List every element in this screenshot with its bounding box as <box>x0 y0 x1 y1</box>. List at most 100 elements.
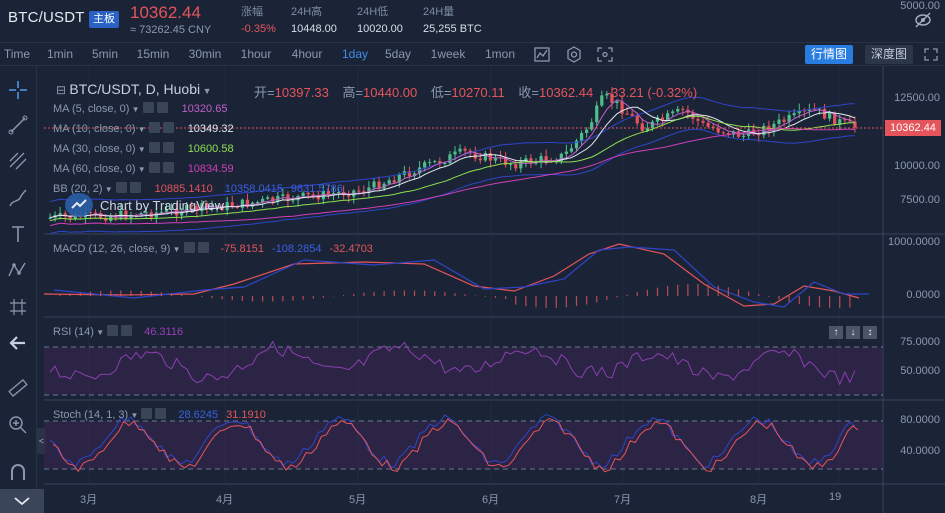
settings-icon[interactable] <box>564 45 584 64</box>
chevron-down-icon[interactable]: ▼ <box>128 411 139 420</box>
zoom-in-icon[interactable] <box>6 413 30 437</box>
rsi-band <box>44 347 883 395</box>
candle-body <box>519 161 523 169</box>
chevron-down-icon[interactable]: ▼ <box>129 105 140 114</box>
chevron-down-icon[interactable]: ▼ <box>102 185 113 194</box>
indicator-value: 10349.32 <box>187 123 234 135</box>
interval-5day[interactable]: 5day <box>384 47 412 61</box>
price-chart[interactable] <box>44 66 945 513</box>
candle-body <box>68 216 72 219</box>
candle-body <box>600 95 604 106</box>
chevron-down-icon[interactable]: ▼ <box>135 145 146 154</box>
indicator-icon[interactable] <box>532 45 552 64</box>
collapse-toolbar-button[interactable]: < <box>37 428 46 454</box>
interval-1min[interactable]: 1min <box>46 47 73 61</box>
macd-legend[interactable]: MACD (12, 26, close, 9) ▼ -75.8151 -108.28… <box>53 242 373 257</box>
candle-body <box>585 129 589 134</box>
back-arrow-icon[interactable] <box>6 331 30 355</box>
interval-15min[interactable]: 15min <box>136 47 170 61</box>
candle-body <box>514 164 518 169</box>
close-icon[interactable] <box>121 325 133 336</box>
candle-body <box>261 198 265 203</box>
close-icon[interactable] <box>197 242 209 253</box>
candle-body <box>650 121 655 129</box>
candle-body <box>630 113 634 116</box>
close-icon[interactable] <box>162 142 174 153</box>
indicator-legend-1[interactable]: MA (5, close, 0) ▼ 10320.65 <box>53 102 227 117</box>
interval-1week[interactable]: 1week <box>430 47 466 61</box>
candle-body <box>255 202 260 204</box>
interval-time[interactable]: Time <box>3 47 31 61</box>
candle-body <box>326 190 331 195</box>
settings-icon[interactable] <box>148 162 160 173</box>
candle-body <box>544 156 548 162</box>
chevron-down-icon[interactable]: ▼ <box>135 125 146 134</box>
collapse-legend-icon[interactable]: ⊟ <box>56 83 70 97</box>
candle-body <box>539 156 543 162</box>
candle-body <box>716 128 720 133</box>
trendline-icon[interactable] <box>6 113 30 137</box>
interval-5min[interactable]: 5min <box>91 47 118 61</box>
rsi-line <box>49 340 856 386</box>
chevron-down-icon[interactable]: ▼ <box>93 328 105 337</box>
move-pane-up-button[interactable]: ↑ <box>829 326 843 339</box>
rsi-legend[interactable]: RSI (14) ▼ 46.3116 <box>53 325 183 340</box>
settings-icon[interactable] <box>148 122 160 133</box>
settings-icon[interactable] <box>142 102 154 113</box>
interval-1hour[interactable]: 1hour <box>240 47 272 61</box>
candle-body <box>524 158 528 162</box>
maximize-pane-button[interactable]: ↕ <box>863 326 877 339</box>
close-icon[interactable] <box>162 122 174 133</box>
settings-icon[interactable] <box>107 325 119 336</box>
settings-icon[interactable] <box>115 182 127 193</box>
magnet-icon[interactable] <box>6 460 30 484</box>
measure-icon[interactable] <box>6 295 30 319</box>
candle-body <box>757 134 761 136</box>
crosshair-icon[interactable] <box>6 78 30 102</box>
close-icon[interactable] <box>156 102 168 113</box>
stoch-legend[interactable]: Stoch (14, 1, 3) ▼ 28.6245 31.1910 <box>53 408 266 423</box>
candle-body <box>493 157 498 161</box>
candle-body <box>453 151 457 155</box>
fib-icon[interactable] <box>6 149 30 173</box>
candle-body <box>777 119 781 124</box>
chevron-down-icon[interactable] <box>0 489 44 513</box>
indicator-legend-2[interactable]: MA (10, close, 0) ▼ 10349.32 <box>53 122 234 137</box>
interval-1day[interactable]: 1day <box>341 47 369 61</box>
candle-body <box>58 213 62 216</box>
candle-body <box>504 157 508 165</box>
close-icon[interactable] <box>129 182 141 193</box>
indicator-legend-4[interactable]: MA (60, close, 0) ▼ 10834.59 <box>53 162 234 177</box>
eye-off-icon[interactable] <box>913 10 933 30</box>
close-icon[interactable] <box>162 162 174 173</box>
settings-icon[interactable] <box>183 242 195 253</box>
interval-4hour[interactable]: 4hour <box>291 47 323 61</box>
pattern-icon[interactable] <box>6 258 30 282</box>
indicator-legend-3[interactable]: MA (30, close, 0) ▼ 10600.58 <box>53 142 234 157</box>
close-icon[interactable] <box>155 408 167 419</box>
stoch-d-line <box>52 417 859 473</box>
move-pane-down-button[interactable]: ↓ <box>846 326 860 339</box>
tab-market-chart[interactable]: 行情图 <box>805 45 854 64</box>
indicator-legend-5[interactable]: BB (20, 2) ▼ 10885.1410 10358.0415 9831.578… <box>53 182 343 197</box>
brush-icon[interactable] <box>6 186 30 210</box>
chevron-down-icon[interactable]: ▼ <box>135 165 146 174</box>
settings-icon[interactable] <box>148 142 160 153</box>
settings-icon[interactable] <box>141 408 153 419</box>
text-icon[interactable] <box>6 222 30 246</box>
interval-1mon[interactable]: 1mon <box>484 47 516 61</box>
ruler-icon[interactable] <box>6 376 30 400</box>
expand-icon[interactable] <box>921 45 941 64</box>
tab-depth-chart[interactable]: 深度图 <box>865 45 914 64</box>
interval-30min[interactable]: 30min <box>188 47 222 61</box>
main-series-title[interactable]: ⊟ BTC/USDT, D, Huobi ▼ <box>56 81 212 97</box>
chevron-down-icon[interactable]: ▼ <box>170 245 181 254</box>
candle-body <box>316 195 320 200</box>
pair-name[interactable]: BTC/USDT <box>8 9 85 26</box>
candle-body <box>529 158 533 164</box>
candle-body <box>655 117 660 122</box>
candle-body <box>271 197 275 202</box>
tradingview-watermark[interactable]: Chart by TradingView <box>64 192 224 218</box>
fullscreen-icon[interactable] <box>595 45 615 64</box>
candle-body <box>802 110 806 112</box>
